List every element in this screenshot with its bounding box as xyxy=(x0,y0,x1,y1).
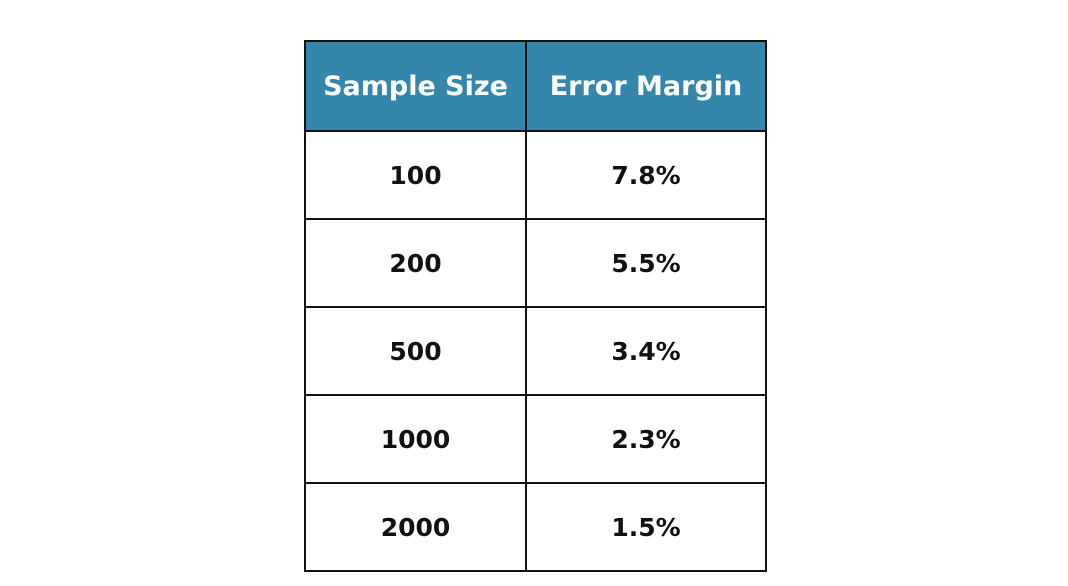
table-cell: 5.5% xyxy=(525,218,767,308)
table-row: 100 7.8% xyxy=(304,130,767,220)
table-cell: 100 xyxy=(304,130,527,220)
table-cell: 2000 xyxy=(304,482,527,572)
header-cell: Error Margin xyxy=(525,40,767,132)
table-body: 100 7.8% 200 5.5% 500 3.4% 1000 2.3% 2000 1.5% xyxy=(304,130,767,572)
table-cell: 1000 xyxy=(304,394,527,484)
table-cell: 2.3% xyxy=(525,394,767,484)
table-cell: 3.4% xyxy=(525,306,767,396)
table-cell: 500 xyxy=(304,306,527,396)
table-cell: 1.5% xyxy=(525,482,767,572)
header-row: Sample Size Error Margin xyxy=(304,40,767,132)
table-row: 1000 2.3% xyxy=(304,394,767,484)
table-row: 2000 1.5% xyxy=(304,482,767,572)
header-cell: Sample Size xyxy=(304,40,527,132)
table-cell: 7.8% xyxy=(525,130,767,220)
table: Sample Size Error Margin 100 7.8% 200 5.5% 50… xyxy=(304,40,767,572)
table-row: 200 5.5% xyxy=(304,218,767,308)
table-row: 500 3.4% xyxy=(304,306,767,396)
table-cell: 200 xyxy=(304,218,527,308)
